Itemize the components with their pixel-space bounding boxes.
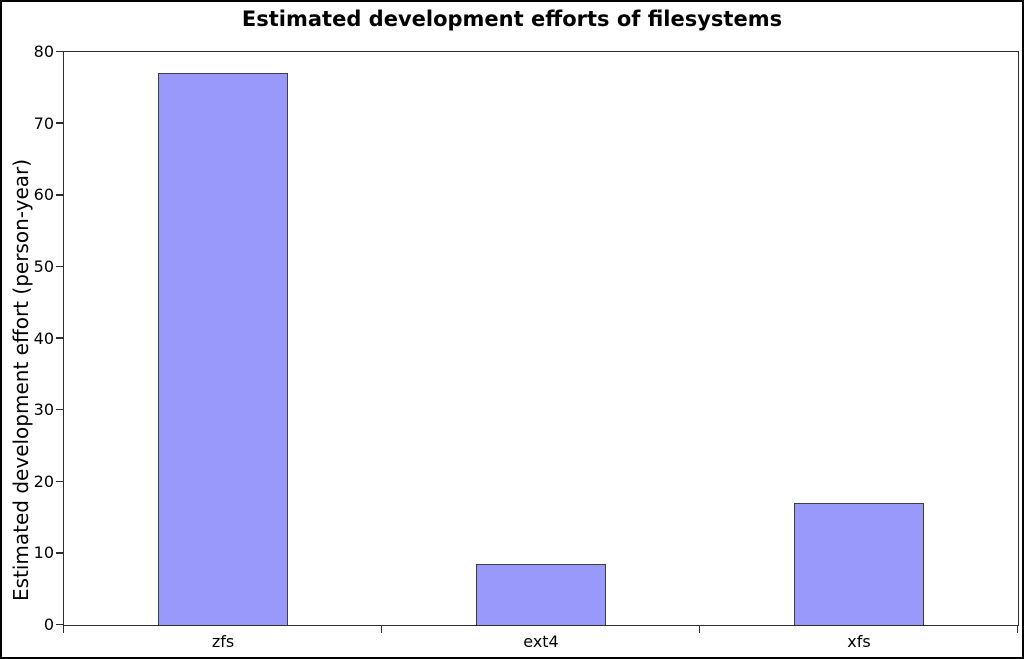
x-tick [698, 624, 701, 633]
bar-xfs [793, 502, 924, 625]
bar-zfs [157, 73, 288, 625]
y-tick-label: 0 [43, 615, 54, 634]
y-tick-label: 30 [33, 400, 54, 420]
x-tick [62, 624, 65, 633]
x-tick [380, 624, 383, 633]
y-axis-label: Estimated development effort (person-yea… [9, 158, 33, 602]
y-tick-label: 20 [33, 471, 54, 491]
y-tick [55, 480, 64, 482]
bar-ext4 [475, 563, 606, 625]
y-tick [55, 552, 64, 554]
plot-area [55, 50, 1019, 633]
category-label-xfs: xfs [847, 632, 871, 651]
category-label-zfs: zfs [211, 632, 235, 651]
category-label-ext4: ext4 [523, 632, 559, 651]
y-tick [55, 50, 64, 53]
y-tick-label: 50 [33, 256, 54, 276]
y-tick-label: 40 [33, 328, 54, 348]
x-tick [1016, 624, 1019, 633]
y-tick [55, 122, 64, 124]
y-tick-label: 80 [33, 42, 54, 61]
y-tick-label: 60 [33, 185, 54, 205]
y-tick [55, 408, 64, 411]
chart-title: Estimated development efforts of filesys… [241, 7, 783, 31]
y-tick [55, 623, 64, 626]
y-tick-label: 10 [33, 543, 54, 563]
y-tick [55, 337, 64, 339]
y-tick-label: 70 [33, 113, 54, 133]
y-tick [55, 265, 64, 268]
y-tick [55, 194, 64, 196]
